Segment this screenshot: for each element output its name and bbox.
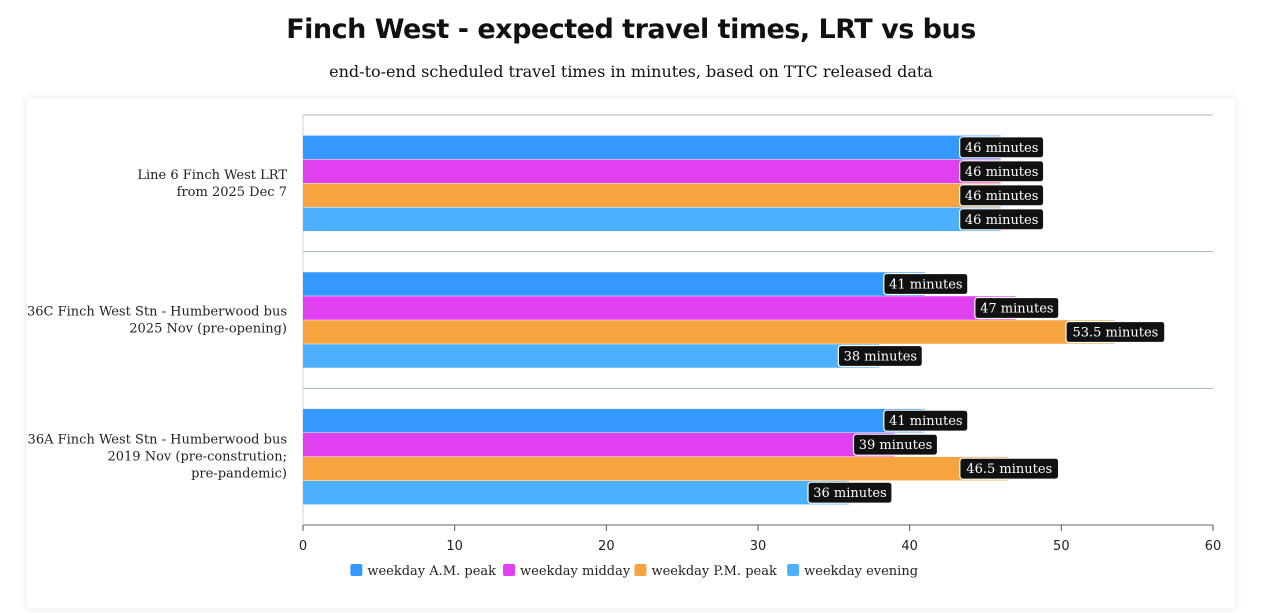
bar[interactable]: [303, 296, 1016, 320]
data-label: 41 minutes: [889, 278, 963, 293]
data-label-box: [1065, 320, 1166, 344]
bar[interactable]: [303, 344, 880, 368]
x-tick-label: 40: [901, 539, 918, 554]
bar[interactable]: [303, 272, 925, 296]
data-label-box: [837, 344, 923, 368]
data-label-box: [852, 433, 939, 456]
legend-item[interactable]: weekday midday: [520, 564, 631, 579]
data-label: 46 minutes: [965, 165, 1039, 180]
bar[interactable]: [303, 408, 925, 433]
data-label-box: [807, 481, 893, 504]
legend-swatch: [634, 564, 647, 576]
legend-swatch: [787, 564, 800, 576]
data-label: 46 minutes: [965, 189, 1039, 204]
category-label: 36C Finch West Stn - Humberwood bus: [27, 305, 287, 320]
data-label: 41 minutes: [889, 414, 963, 429]
data-label-box: [974, 296, 1060, 320]
data-label: 38 minutes: [844, 350, 918, 365]
data-label-box: [883, 409, 969, 432]
data-label-box: [959, 136, 1045, 159]
bar[interactable]: [303, 432, 895, 457]
data-label: 53.5 minutes: [1072, 326, 1158, 341]
category-label: 2025 Nov (pre-opening): [129, 322, 287, 337]
data-label-box: [959, 160, 1045, 183]
x-tick-label: 10: [446, 539, 463, 554]
category-label: 36A Finch West Stn - Humberwood bus: [28, 433, 287, 448]
bar[interactable]: [303, 183, 1001, 208]
bar[interactable]: [303, 320, 1115, 344]
bar[interactable]: [303, 159, 1001, 184]
data-label-box: [959, 184, 1045, 207]
bar[interactable]: [303, 456, 1009, 481]
category-label: Line 6 Finch West LRT: [137, 168, 287, 183]
data-label: 39 minutes: [859, 438, 933, 453]
x-tick-label: 50: [1053, 539, 1070, 554]
bar[interactable]: [303, 135, 1001, 160]
data-label: 46 minutes: [965, 141, 1039, 156]
x-tick-label: 60: [1205, 539, 1222, 554]
bar[interactable]: [303, 480, 849, 505]
data-label: 46 minutes: [965, 213, 1039, 228]
chart-title: Finch West - expected travel times, LRT …: [286, 14, 976, 45]
category-label: from 2025 Dec 7: [177, 185, 287, 200]
legend-item[interactable]: weekday evening: [804, 564, 918, 579]
legend-item[interactable]: weekday A.M. peak: [367, 564, 496, 579]
chart-subtitle: end-to-end scheduled travel times in min…: [329, 62, 933, 81]
data-label-box: [959, 208, 1045, 231]
legend-swatch: [350, 564, 363, 576]
category-label: 2019 Nov (pre-constrution;: [107, 450, 287, 465]
data-label: 36 minutes: [813, 486, 887, 501]
bar[interactable]: [303, 207, 1001, 232]
legend-item[interactable]: weekday P.M. peak: [651, 564, 777, 579]
x-tick-label: 20: [598, 539, 615, 554]
data-label: 46.5 minutes: [966, 462, 1052, 477]
category-label: pre-pandemic): [191, 467, 287, 482]
data-label: 47 minutes: [980, 302, 1054, 317]
data-label-box: [883, 272, 969, 296]
legend-swatch: [503, 564, 516, 576]
x-tick-label: 30: [750, 539, 767, 554]
x-tick-label: 0: [299, 539, 307, 554]
data-label-box: [959, 457, 1060, 480]
